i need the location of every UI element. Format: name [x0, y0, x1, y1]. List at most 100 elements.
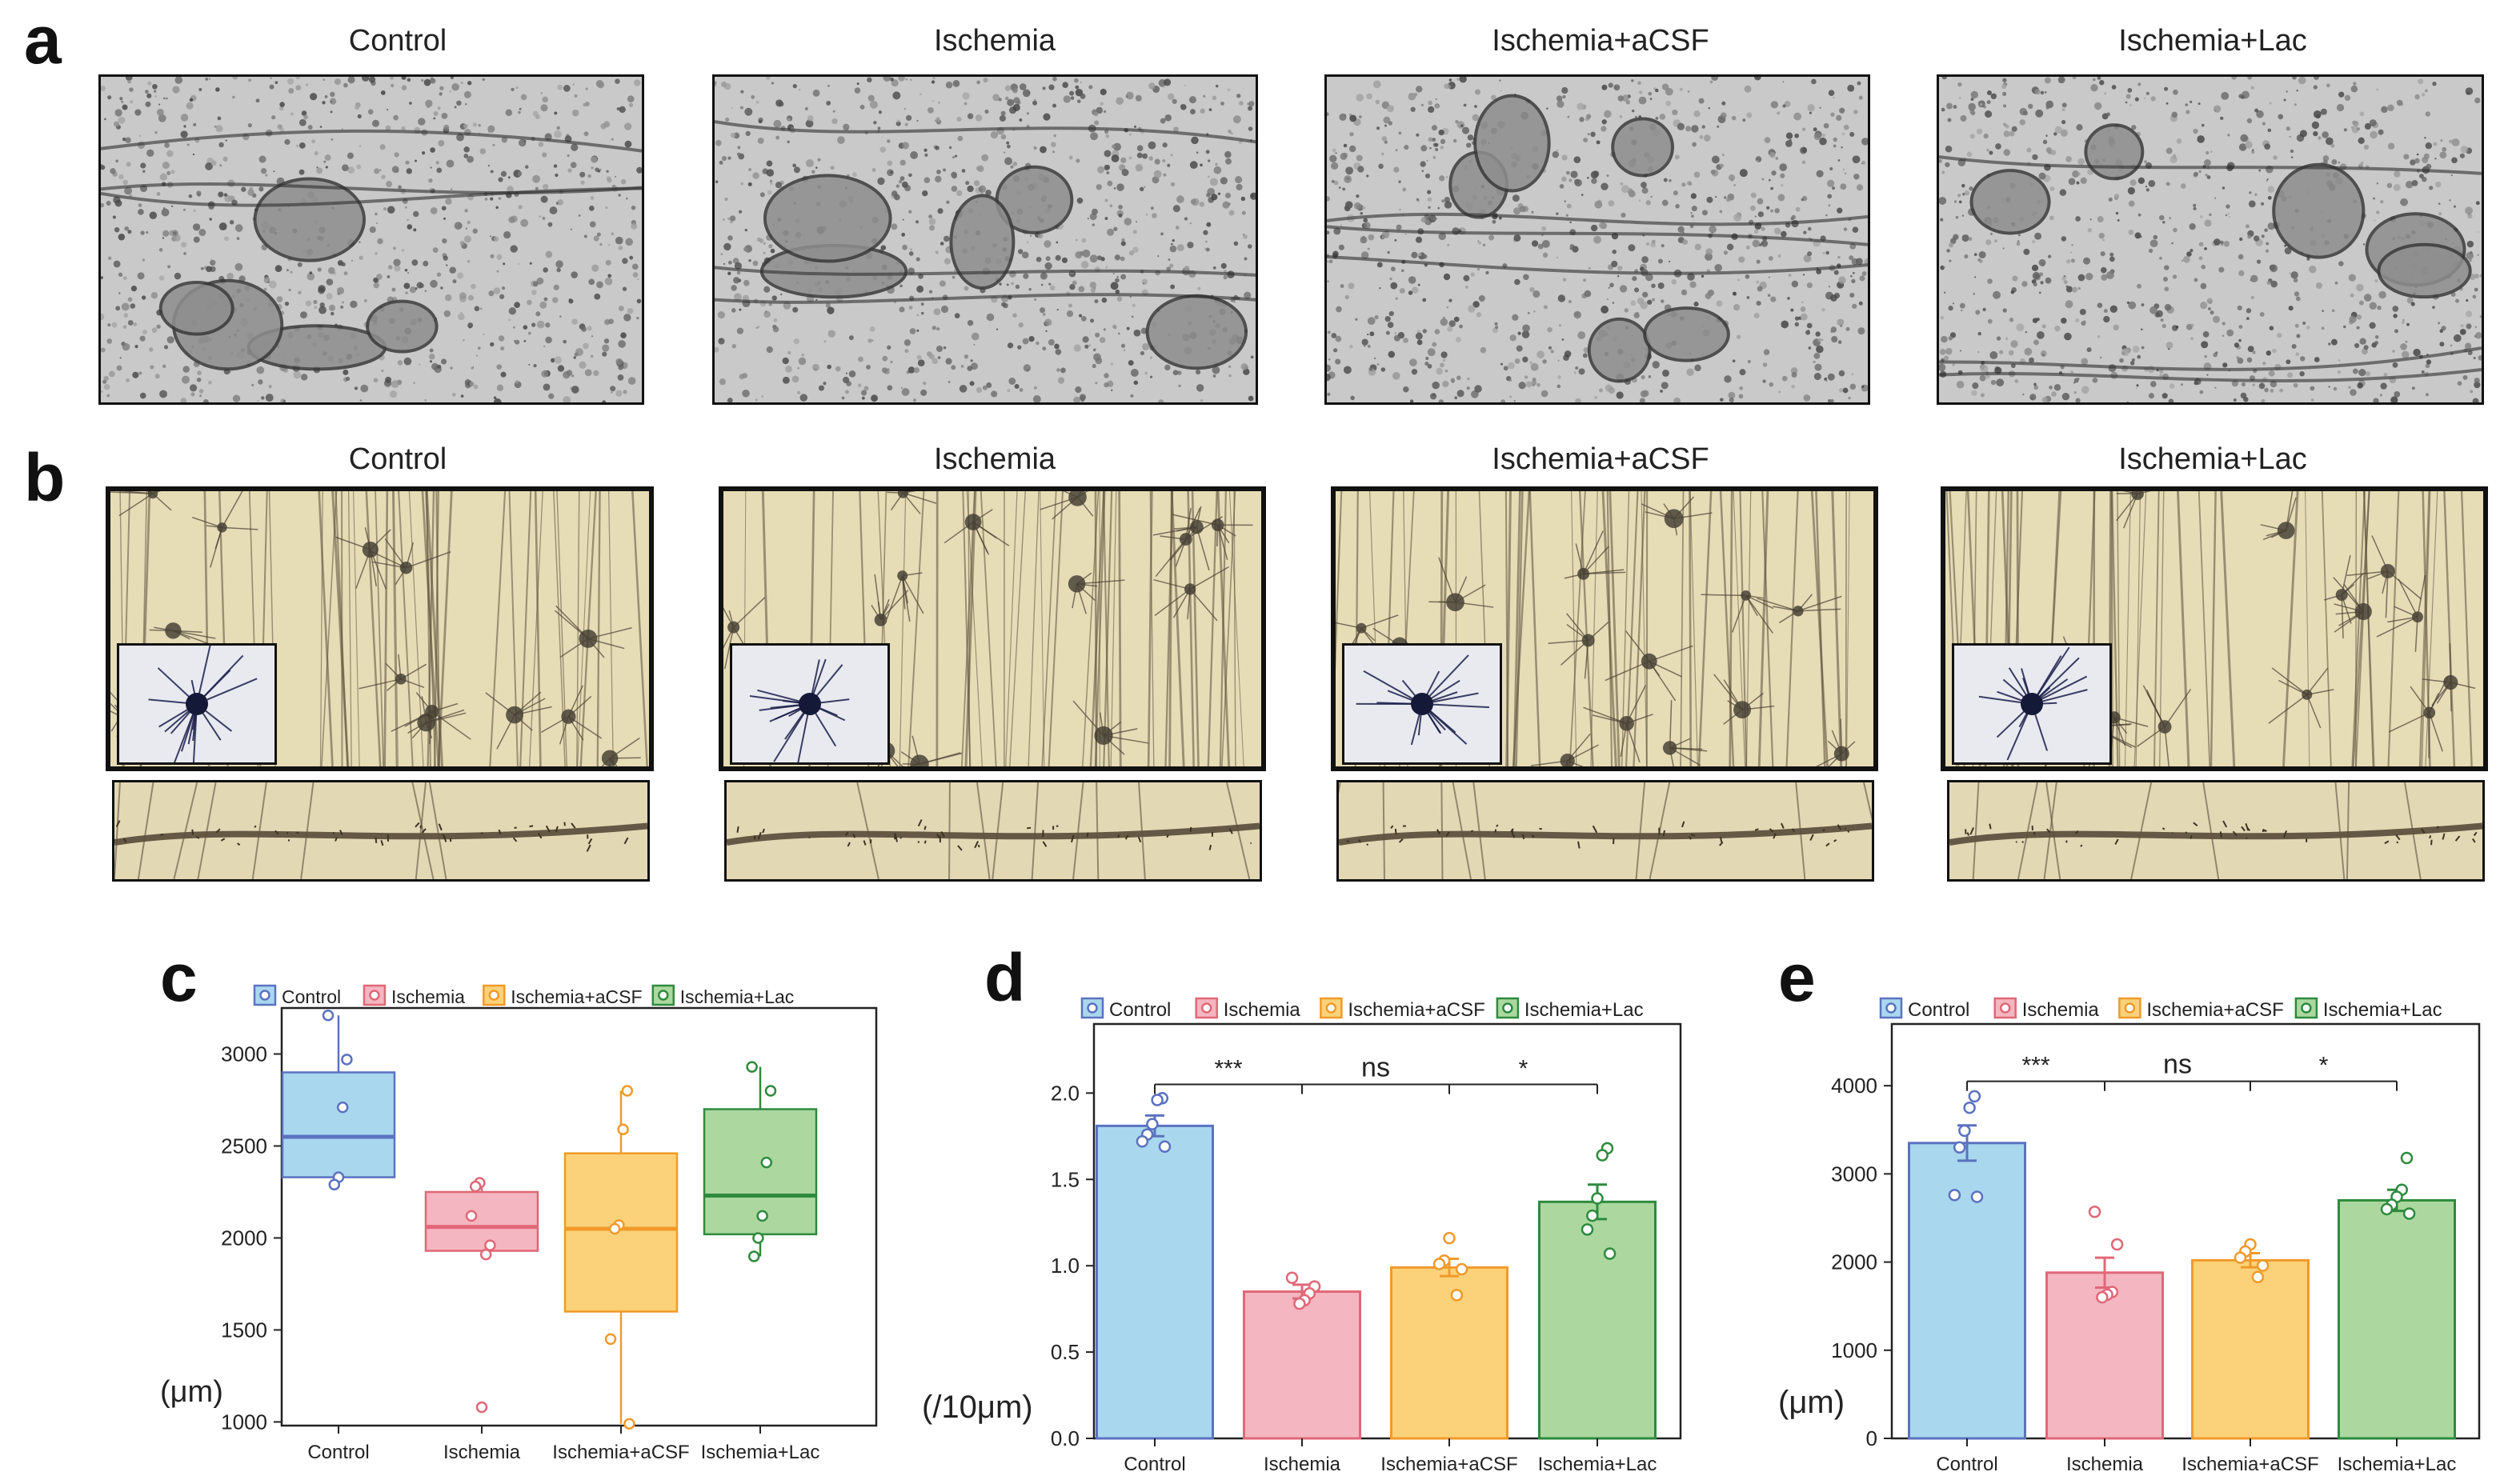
em-granule — [859, 104, 865, 110]
dendritic-spine — [1390, 825, 1394, 829]
em-granule — [1053, 134, 1056, 138]
golgi-neuron-dendrite — [903, 491, 917, 494]
em-granule — [435, 161, 439, 165]
em-granule — [1973, 253, 1977, 257]
em-granule — [2313, 130, 2318, 137]
em-granule — [1208, 108, 1212, 111]
significance-label: *** — [2021, 1053, 2049, 1079]
em-granule — [1476, 312, 1482, 318]
em-granule — [896, 119, 900, 123]
em-granule — [101, 86, 106, 91]
em-granule — [2200, 215, 2203, 218]
em-granule — [2267, 128, 2272, 133]
em-granule — [1402, 187, 1407, 192]
golgi-process — [968, 491, 971, 766]
em-granule — [1673, 397, 1681, 402]
em-granule — [920, 311, 924, 315]
em-granule — [1187, 242, 1194, 249]
em-granule — [101, 347, 106, 353]
em-granule — [2338, 91, 2345, 98]
em-granule — [1415, 236, 1423, 243]
em-granule — [758, 119, 763, 124]
dendritic-spine — [2190, 835, 2193, 839]
em-granule — [1231, 132, 1233, 134]
data-point-control — [341, 1054, 353, 1066]
golgi-neuron-dendrite — [431, 702, 459, 713]
dendritic-spine — [537, 832, 543, 839]
em-granule — [503, 262, 506, 266]
em-granule — [1109, 204, 1113, 208]
em-granule — [867, 94, 875, 102]
em-granule — [1096, 106, 1104, 114]
em-granule — [1422, 298, 1427, 302]
em-granule — [1816, 345, 1824, 354]
em-granule — [2075, 398, 2081, 402]
golgi-neuron-dendrite — [496, 714, 515, 750]
golgi-image-ischemia — [719, 486, 1266, 771]
em-granule — [2266, 350, 2272, 356]
em-granule — [118, 233, 126, 241]
em-granule — [2131, 358, 2135, 362]
em-granule — [1631, 79, 1634, 82]
em-mitochondrion — [763, 174, 892, 263]
dendrite-crossing-process — [197, 782, 217, 879]
em-granule — [2310, 398, 2314, 402]
em-granule — [2209, 213, 2212, 217]
em-granule — [891, 79, 899, 87]
em-granule — [1416, 339, 1423, 346]
em-granule — [2250, 295, 2254, 300]
golgi-neuron-dendrite — [2113, 717, 2149, 727]
em-granule — [903, 107, 906, 110]
em-granule — [2169, 155, 2177, 163]
em-granule — [2477, 230, 2479, 233]
em-granule — [720, 81, 727, 88]
em-granule — [626, 197, 628, 200]
em-granule — [2396, 99, 2403, 106]
em-granule — [1985, 110, 1993, 118]
em-granule — [2198, 102, 2201, 106]
golgi-neuron-dendrite — [1076, 491, 1082, 498]
em-granule — [1162, 142, 1168, 148]
em-granule — [1011, 282, 1015, 286]
em-granule — [1634, 115, 1637, 118]
em-granule — [990, 131, 999, 139]
em-granule — [1777, 111, 1781, 115]
data-point-ischemia-lac — [747, 1250, 760, 1262]
em-granule — [861, 396, 865, 400]
em-granule — [787, 140, 790, 144]
em-granule — [1827, 373, 1835, 381]
legend-label-ischemia: Ischemia — [2022, 999, 2100, 1021]
em-granule — [2176, 138, 2182, 144]
em-granule — [449, 266, 456, 274]
em-granule — [2338, 261, 2344, 266]
em-granule — [374, 168, 380, 174]
em-granule — [1770, 101, 1778, 109]
em-granule — [331, 138, 334, 141]
em-granule — [2190, 323, 2194, 327]
em-granule — [1628, 244, 1636, 252]
em-granule — [1617, 275, 1620, 278]
em-granule — [1028, 335, 1035, 342]
em-granule — [2381, 106, 2388, 114]
em-granule — [1220, 262, 1227, 269]
em-granule — [787, 350, 791, 354]
golgi-neuron-dendrite — [400, 678, 425, 689]
em-granule — [2376, 182, 2379, 185]
em-granule — [1376, 126, 1380, 130]
em-granule — [556, 267, 561, 273]
em-granule — [1096, 255, 1102, 261]
em-granule — [1971, 390, 1977, 396]
em-granule — [1052, 77, 1057, 82]
em-granule — [1088, 344, 1092, 347]
em-granule — [722, 218, 725, 221]
em-granule — [871, 168, 876, 172]
em-granule — [1728, 391, 1736, 399]
em-mitochondrion — [2084, 123, 2145, 181]
em-granule — [931, 326, 936, 330]
em-granule — [156, 191, 161, 196]
em-granule — [1811, 78, 1817, 85]
golgi-neuron-dendrite — [902, 572, 923, 577]
em-granule — [724, 197, 728, 202]
golgi-neuron-dendrite — [1669, 747, 1674, 766]
golgi-process — [1228, 491, 1244, 766]
